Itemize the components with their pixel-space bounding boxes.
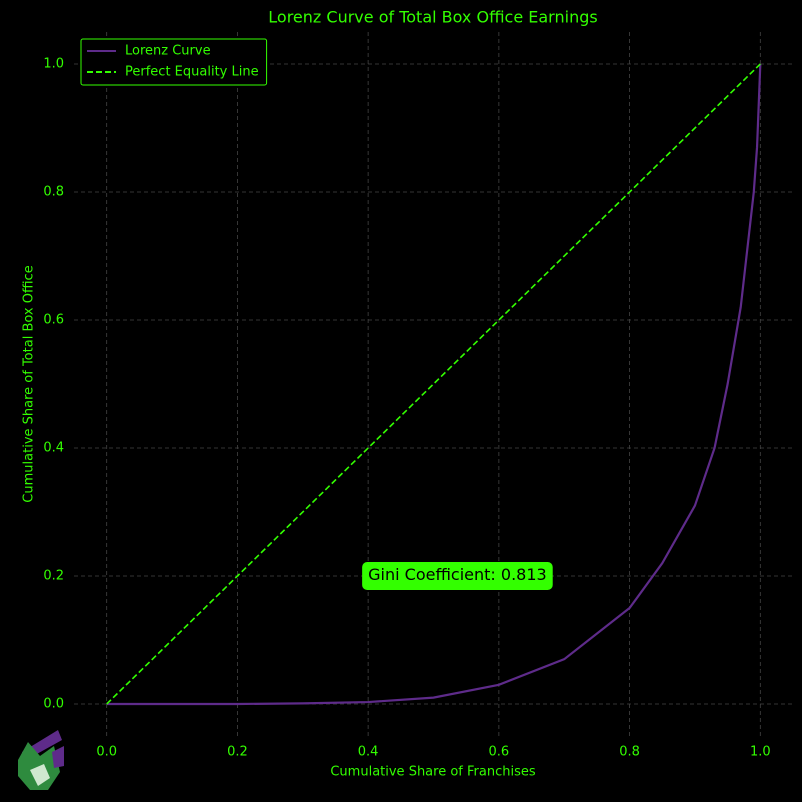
y-tick-label: 0.2 [43,569,64,584]
x-axis-label: Cumulative Share of Franchises [330,765,535,780]
y-tick-label: 0.8 [43,185,64,200]
x-tick-label: 0.0 [96,745,117,760]
x-tick-label: 0.4 [358,745,379,760]
y-tick-label: 0.4 [43,441,64,456]
legend-label: Perfect Equality Line [125,65,259,80]
y-tick-label: 1.0 [43,57,64,72]
annotation-text: Gini Coefficient: 0.813 [368,565,547,584]
x-tick-label: 0.8 [619,745,640,760]
y-tick-label: 0.6 [43,313,64,328]
y-axis-label: Cumulative Share of Total Box Office [22,265,37,502]
x-tick-label: 0.6 [489,745,510,760]
data-line [106,63,762,706]
x-tick-label: 0.2 [227,745,248,760]
legend-label: Lorenz Curve [125,44,211,59]
legend: Lorenz Curve Perfect Equality Line [80,38,268,86]
y-tick-label: 0.0 [43,697,64,712]
x-tick-label: 1.0 [750,745,771,760]
annotation-box [362,562,553,590]
annotation: Gini Coefficient: 0.813 [362,562,553,590]
legend-box [80,38,268,86]
logo [18,730,64,790]
chart-title: Lorenz Curve of Total Box Office Earning… [268,8,597,27]
